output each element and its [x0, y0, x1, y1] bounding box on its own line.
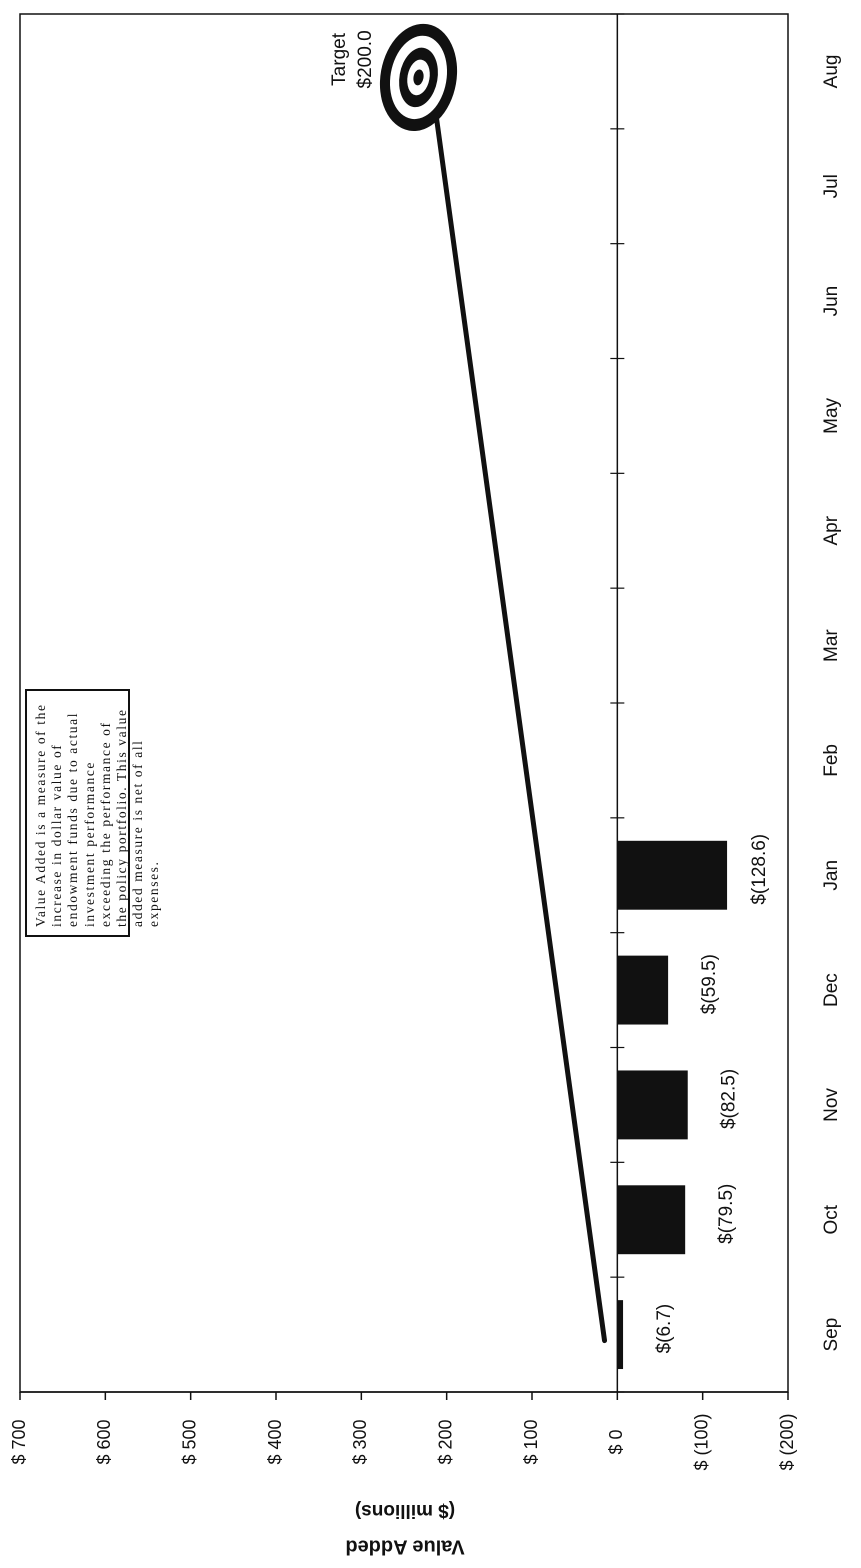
category-label: Feb [821, 744, 842, 777]
value-tick-label: $ (200) [777, 1413, 797, 1470]
value-tick-label: $ (100) [691, 1413, 711, 1470]
data-label-sep: $(6.7) [654, 1304, 675, 1354]
category-label: Sep [821, 1318, 842, 1352]
value-axis-unit: ($ millions) [355, 1500, 455, 1521]
bar-oct [617, 1185, 686, 1255]
category-label: Jun [821, 286, 842, 317]
target-value-label: $200.0 [355, 30, 376, 88]
category-label: Nov [821, 1088, 842, 1122]
value-axis-title: Value Added [345, 1536, 464, 1558]
category-label: Mar [821, 629, 842, 662]
value-tick-label: $ 300 [350, 1419, 370, 1464]
category-label: May [821, 397, 842, 433]
target-label: Target [329, 32, 350, 86]
value-tick-label: $ 500 [179, 1419, 199, 1464]
value-tick-label: $ 600 [94, 1419, 114, 1464]
category-label: Apr [821, 515, 842, 545]
data-label-jan: $(128.6) [749, 834, 770, 905]
value-tick-label: $ 0 [606, 1429, 626, 1454]
category-label: Aug [821, 55, 842, 89]
value-tick-label: $ 400 [265, 1419, 285, 1464]
target-bullseye-ring [413, 69, 424, 86]
data-label-oct: $(79.5) [716, 1184, 737, 1244]
value-tick-label: $ 200 [435, 1419, 455, 1464]
note-box: Value Added is a measure of the increase… [25, 689, 161, 937]
value-tick-label: $ 100 [521, 1419, 541, 1464]
bar-dec [617, 955, 669, 1025]
data-label-dec: $(59.5) [699, 954, 720, 1014]
note-wrapper: Value Added is a measure of the increase… [24, 689, 161, 938]
category-label: Jan [821, 860, 842, 891]
bar-nov [617, 1070, 688, 1140]
value-tick-label: $ 700 [9, 1419, 29, 1464]
bar-sep [617, 1300, 624, 1370]
data-label-nov: $(82.5) [719, 1069, 740, 1129]
target-line [433, 108, 608, 1344]
category-label: Jul [821, 174, 842, 198]
category-label: Dec [821, 973, 842, 1007]
bar-jan [617, 840, 728, 910]
category-label: Oct [821, 1204, 842, 1234]
